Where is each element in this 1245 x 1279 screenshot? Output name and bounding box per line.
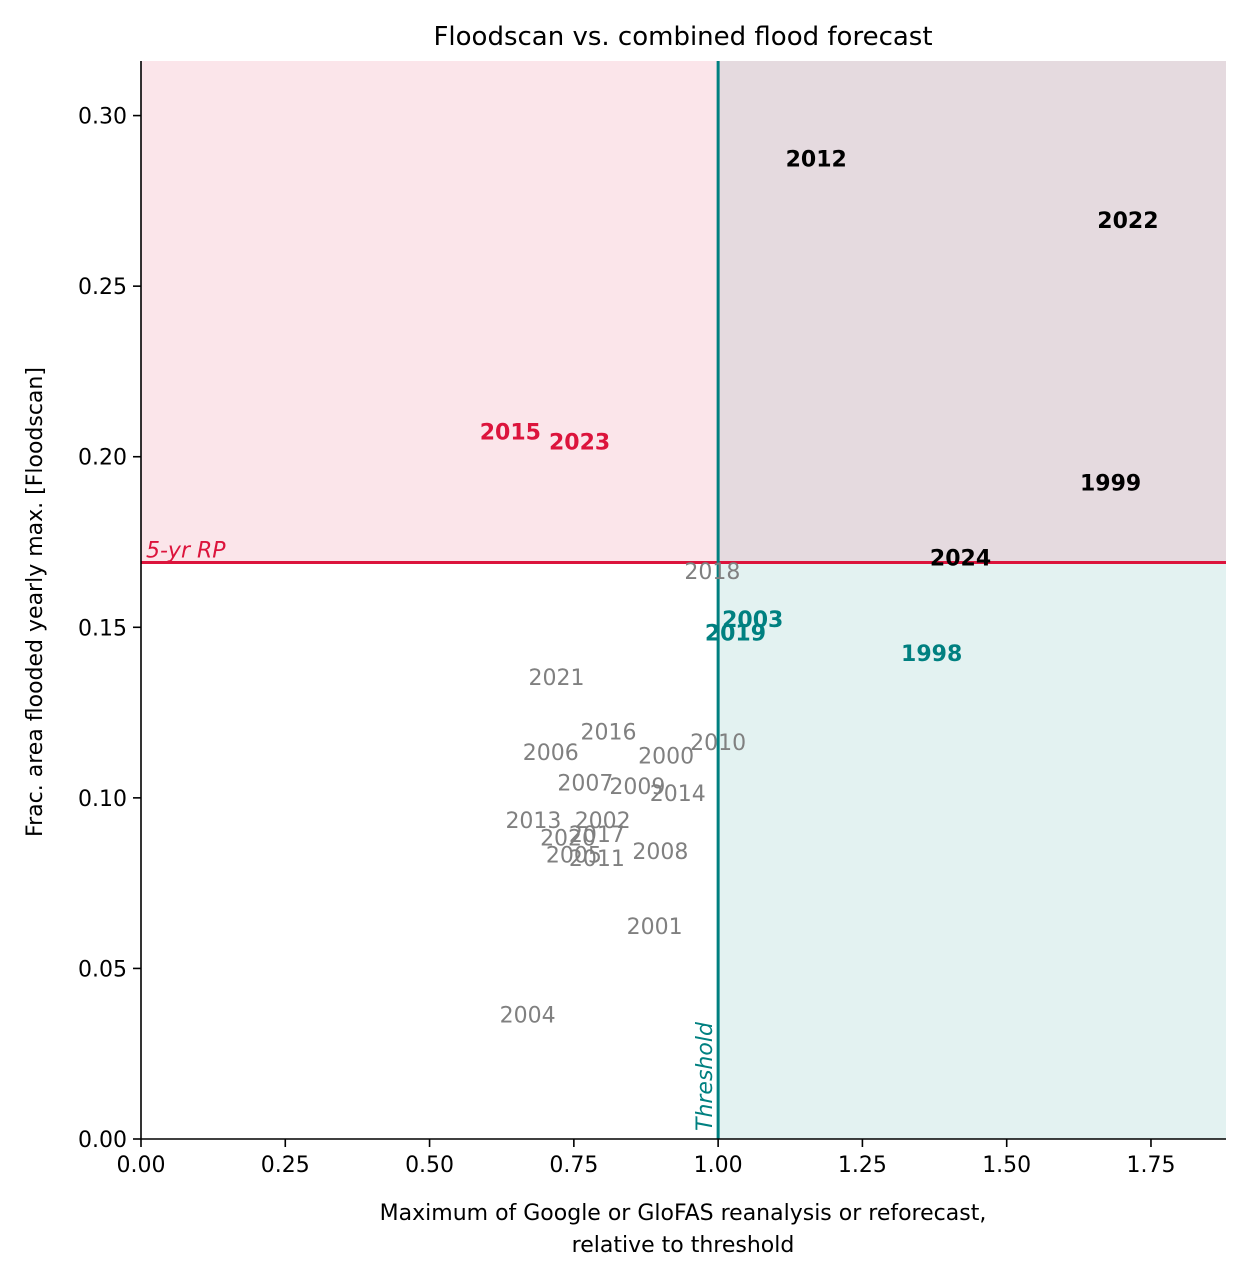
point-label-2014: 2014 bbox=[650, 782, 706, 807]
point-label-2019: 2019 bbox=[705, 622, 766, 647]
y-tick-label: 0.30 bbox=[78, 105, 127, 130]
point-label-2010: 2010 bbox=[690, 731, 746, 756]
quadrant-top-right bbox=[718, 61, 1226, 563]
x-tick-label: 0.00 bbox=[117, 1153, 166, 1178]
point-label-2002: 2002 bbox=[575, 809, 631, 834]
point-label-2013: 2013 bbox=[505, 809, 561, 834]
x-axis-title-line-1: Maximum of Google or GloFAS reanalysis o… bbox=[380, 1201, 987, 1226]
threshold-label: Threshold bbox=[693, 1021, 718, 1131]
return-period-label: 5-yr RP bbox=[146, 538, 226, 563]
point-label-2018: 2018 bbox=[684, 560, 740, 585]
quadrant-bottom-right bbox=[718, 562, 1226, 1139]
point-label-1999: 1999 bbox=[1080, 472, 1141, 497]
x-tick-label: 0.75 bbox=[549, 1153, 598, 1178]
quadrant-top-left bbox=[141, 61, 719, 563]
x-tick-label: 1.25 bbox=[838, 1153, 887, 1178]
point-label-2016: 2016 bbox=[580, 721, 636, 746]
point-label-2007: 2007 bbox=[557, 772, 613, 797]
x-axis-title-line-2: relative to threshold bbox=[572, 1233, 795, 1258]
point-label-2001: 2001 bbox=[627, 915, 683, 940]
point-label-2011: 2011 bbox=[569, 847, 625, 872]
point-label-2020: 2020 bbox=[540, 826, 596, 851]
x-axis-ticks: 0.00 0.25 0.50 0.75 1.00 1.25 1.50 1.75 bbox=[117, 1139, 1175, 1178]
x-tick-label: 0.25 bbox=[261, 1153, 310, 1178]
point-label-2000: 2000 bbox=[638, 744, 694, 769]
y-axis-ticks: 0.00 0.05 0.10 0.15 0.20 0.25 0.30 bbox=[78, 105, 141, 1153]
y-tick-label: 0.05 bbox=[78, 957, 127, 982]
point-label-2017: 2017 bbox=[569, 823, 625, 848]
x-tick-label: 1.00 bbox=[694, 1153, 743, 1178]
point-label-2008: 2008 bbox=[632, 840, 688, 865]
point-label-2003: 2003 bbox=[722, 608, 783, 633]
quadrant-backgrounds bbox=[141, 61, 1226, 1139]
point-label-2012: 2012 bbox=[786, 147, 847, 172]
x-tick-label: 1.50 bbox=[982, 1153, 1031, 1178]
y-tick-label: 0.25 bbox=[78, 275, 127, 300]
x-tick-label: 0.50 bbox=[405, 1153, 454, 1178]
y-tick-label: 0.00 bbox=[78, 1128, 127, 1153]
point-label-1998: 1998 bbox=[901, 642, 962, 667]
point-label-2021: 2021 bbox=[529, 666, 585, 691]
axes: 0.00 0.25 0.50 0.75 1.00 1.25 1.50 1.75 0.000.0… bbox=[78, 61, 1226, 1178]
point-label-2015: 2015 bbox=[480, 420, 541, 445]
y-tick-label: 0.15 bbox=[78, 616, 127, 641]
point-label-2022: 2022 bbox=[1097, 209, 1158, 234]
point-label-2024: 2024 bbox=[930, 547, 991, 572]
y-axis-title: Frac. area flooded yearly max. [Floodsca… bbox=[23, 367, 48, 837]
point-label-2009: 2009 bbox=[609, 775, 665, 800]
y-tick-label: 0.10 bbox=[78, 787, 127, 812]
point-label-2006: 2006 bbox=[523, 741, 579, 766]
y-tick-label: 0.20 bbox=[78, 446, 127, 471]
point-label-2023: 2023 bbox=[549, 431, 610, 456]
point-label-2005: 2005 bbox=[546, 843, 602, 868]
x-tick-label: 1.75 bbox=[1126, 1153, 1175, 1178]
point-label-2004: 2004 bbox=[500, 1004, 556, 1029]
chart-title: Floodscan vs. combined flood forecast bbox=[433, 22, 932, 52]
